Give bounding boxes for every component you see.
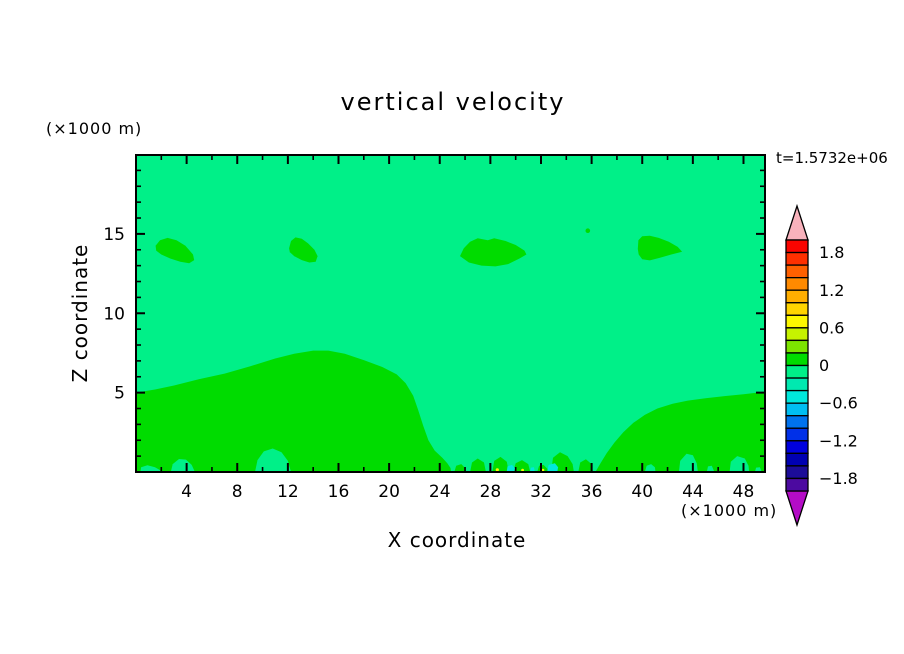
x-tick-label: 4 <box>181 482 192 502</box>
surface-bump-1 <box>454 464 466 472</box>
colorbar: 1.8 1.2 0.6 0 −0.6 −1.2 −1.8 <box>785 203 858 528</box>
plot-title: vertical velocity <box>340 88 566 116</box>
z-axis-unit-label: (×1000 m) <box>46 119 143 138</box>
colorbar-segment <box>785 302 809 316</box>
colorbar-tick-label: 1.8 <box>819 243 844 262</box>
x-tick-label: 40 <box>631 482 653 502</box>
x-tick-label: 48 <box>733 482 755 502</box>
updraft-region-bottom-left <box>136 350 452 472</box>
colorbar-segment <box>785 251 809 266</box>
x-tick-label: 28 <box>480 482 502 502</box>
yellow-speck-3 <box>541 468 545 472</box>
colorbar-segment <box>785 364 809 379</box>
colorbar-segment <box>785 452 809 467</box>
colorbar-segment <box>785 352 809 367</box>
x-tick-label: 44 <box>682 482 704 502</box>
surface-bump-4 <box>513 460 531 472</box>
colorbar-segment <box>785 402 809 417</box>
colorbar-segment <box>785 465 809 480</box>
colorbar-tick-label: −1.2 <box>819 431 858 450</box>
yellow-speck-2 <box>521 468 524 472</box>
x-tick-label: 8 <box>232 482 243 502</box>
colorbar-tick-label: 1.2 <box>819 281 844 300</box>
surface-bump-2 <box>470 458 486 472</box>
yellow-speck-1 <box>495 468 499 472</box>
z-tick-label: 10 <box>103 304 125 324</box>
z-tick-label: 15 <box>103 225 125 245</box>
updraft-blob-z14-x3 <box>155 237 195 264</box>
x-tick-label: 36 <box>581 482 603 502</box>
z-tick-label: 5 <box>114 384 125 404</box>
x-tick-label: 12 <box>277 482 299 502</box>
downdraft-hole-4 <box>644 464 656 472</box>
colorbar-segment <box>785 239 809 254</box>
colorbar-segment <box>785 377 809 392</box>
colorbar-segment <box>785 427 809 442</box>
z-axis-label: Z coordinate <box>68 243 92 383</box>
colorbar-over-arrow <box>785 203 809 241</box>
colorbar-segment <box>785 440 809 454</box>
cyan-speck-2 <box>530 467 535 472</box>
plot-frame <box>135 154 766 473</box>
colorbar-segment <box>785 264 809 279</box>
updraft-blob-z14-x13 <box>289 237 318 263</box>
updraft-blob-z14-x28 <box>460 238 527 267</box>
colorbar-segment <box>785 339 809 354</box>
cyan-speck-1 <box>506 464 515 472</box>
colorbar-under-arrow <box>785 490 809 528</box>
x-tick-label: 24 <box>429 482 451 502</box>
updraft-blob-z14-x41 <box>637 235 683 261</box>
updraft-speck-z15 <box>585 228 591 233</box>
x-tick-label: 32 <box>530 482 552 502</box>
downdraft-hole-8 <box>754 467 762 472</box>
x-tick-label: 20 <box>378 482 400 502</box>
downdraft-hole-1 <box>140 465 161 472</box>
colorbar-tick-label: −0.6 <box>819 394 858 413</box>
surface-bump-5 <box>537 464 548 472</box>
downdraft-hole-6 <box>706 465 715 472</box>
colorbar-tick-label: 0 <box>819 356 829 375</box>
colorbar-segment <box>785 327 809 342</box>
downdraft-hole-2 <box>170 459 195 472</box>
x-axis-label: X coordinate <box>387 528 527 552</box>
colorbar-segment <box>785 415 809 429</box>
colorbar-tick-label: −1.8 <box>819 469 858 488</box>
colorbar-tick-label: 0.6 <box>819 319 844 338</box>
colorbar-segment <box>785 276 809 291</box>
updraft-region-bottom-right <box>595 391 765 472</box>
x-tick-label: 16 <box>328 482 350 502</box>
surface-bump-7 <box>578 459 593 472</box>
colorbar-segment <box>785 477 809 492</box>
surface-bump-3 <box>492 456 509 472</box>
colorbar-segment <box>785 314 809 329</box>
cyan-speck-3 <box>547 463 559 472</box>
downdraft-hole-3 <box>255 448 291 472</box>
colorbar-segment <box>785 389 809 404</box>
x-axis-unit-label: (×1000 m) <box>681 501 778 520</box>
colorbar-segment <box>785 289 809 304</box>
time-annotation: t=1.5732e+06 <box>776 149 888 167</box>
